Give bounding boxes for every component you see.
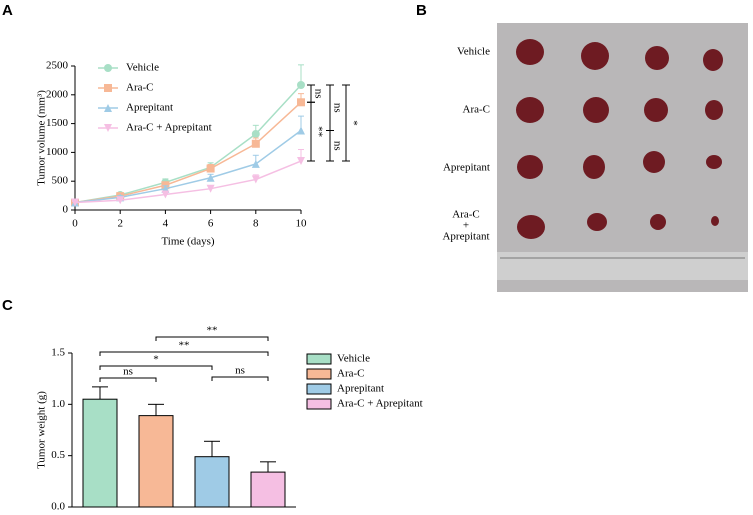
tumors [516,39,723,239]
photo [497,23,748,292]
significance-label: ** [312,126,324,137]
x-tick-label: 0 [72,218,78,230]
y-tick-label: 2000 [46,88,69,100]
significance-label: ns [331,103,343,113]
marker [104,124,112,132]
x-tick-label: 4 [163,218,169,230]
marker [297,126,305,135]
significance-label: ns [312,89,324,99]
legend-label: Ara-C + Aprepitant [337,398,423,410]
panel-letter: A [2,2,13,19]
marker [251,129,260,138]
bar [82,398,118,508]
legend-label: Ara-C + Aprepitant [126,122,212,134]
y-axis-label: Tumor weight (g) [36,391,48,469]
significance-label: ns [331,141,343,151]
significance-bracket [307,101,315,162]
row-label: Ara-C [463,104,491,116]
marker [206,184,215,193]
legend-label: Vehicle [337,353,370,365]
bar [138,415,174,508]
marker [251,175,260,184]
panel-letter: C [2,297,13,314]
marker [251,139,260,148]
significance-bracket [99,377,157,382]
significance-bracket [211,376,269,381]
marker [251,159,260,168]
marker [71,198,79,207]
marker [297,81,305,90]
y-tick-label: 1.0 [51,398,65,410]
significance-label: ** [179,340,190,352]
y-tick-label: 0.0 [51,501,65,513]
marker [206,173,215,182]
bar [194,456,230,508]
legend-label: Aprepitant [126,102,173,114]
legend-label: Ara-C [337,368,365,380]
significance-label: ns [235,365,245,377]
significance-bracket [342,84,350,162]
y-tick-label: 0 [63,204,69,216]
significance-bracket [99,351,269,356]
significance-label: ns [123,366,133,378]
significance-bracket [99,365,213,370]
y-tick-label: 2500 [46,60,69,72]
legend-swatch [306,353,332,365]
y-tick-label: 1500 [46,117,69,129]
legend-swatch [306,383,332,395]
series-line [74,160,302,204]
significance-label: ** [207,325,218,337]
bar [250,471,286,508]
x-tick-label: 8 [253,218,259,230]
significance-label: * [153,354,159,366]
marker [104,64,112,72]
legend-label: Aprepitant [337,383,384,395]
row-label: Aprepitant [442,231,489,243]
x-axis-label: Time (days) [161,236,214,248]
x-tick-label: 2 [117,218,123,230]
y-tick-label: 0.5 [51,449,65,461]
legend-swatch [306,368,332,380]
series-line [74,129,302,204]
marker [104,104,112,112]
y-axis-label: Tumor volume (mm³) [36,90,48,186]
marker [297,157,305,166]
significance-label: * [347,120,359,126]
marker [161,190,170,199]
marker [297,98,305,107]
panel-letter: B [416,2,427,19]
series-line [74,101,302,204]
legend-label: Vehicle [126,62,159,74]
significance-bracket [326,130,334,162]
y-tick-label: 500 [52,175,69,187]
y-tick-label: 1000 [46,146,69,158]
row-label: Ara-C [452,209,480,221]
x-tick-label: 10 [296,218,308,230]
series-line [74,84,302,204]
marker [104,84,112,92]
row-label: Vehicle [457,46,490,58]
x-tick-label: 6 [208,218,214,230]
ruler [497,252,748,280]
row-label: Aprepitant [443,162,490,174]
significance-bracket [155,336,269,341]
marker [206,164,215,173]
row-label: + [463,220,469,232]
legend-label: Ara-C [126,82,154,94]
marker [116,196,125,205]
legend-swatch [306,398,332,410]
y-tick-label: 1.5 [51,347,65,359]
